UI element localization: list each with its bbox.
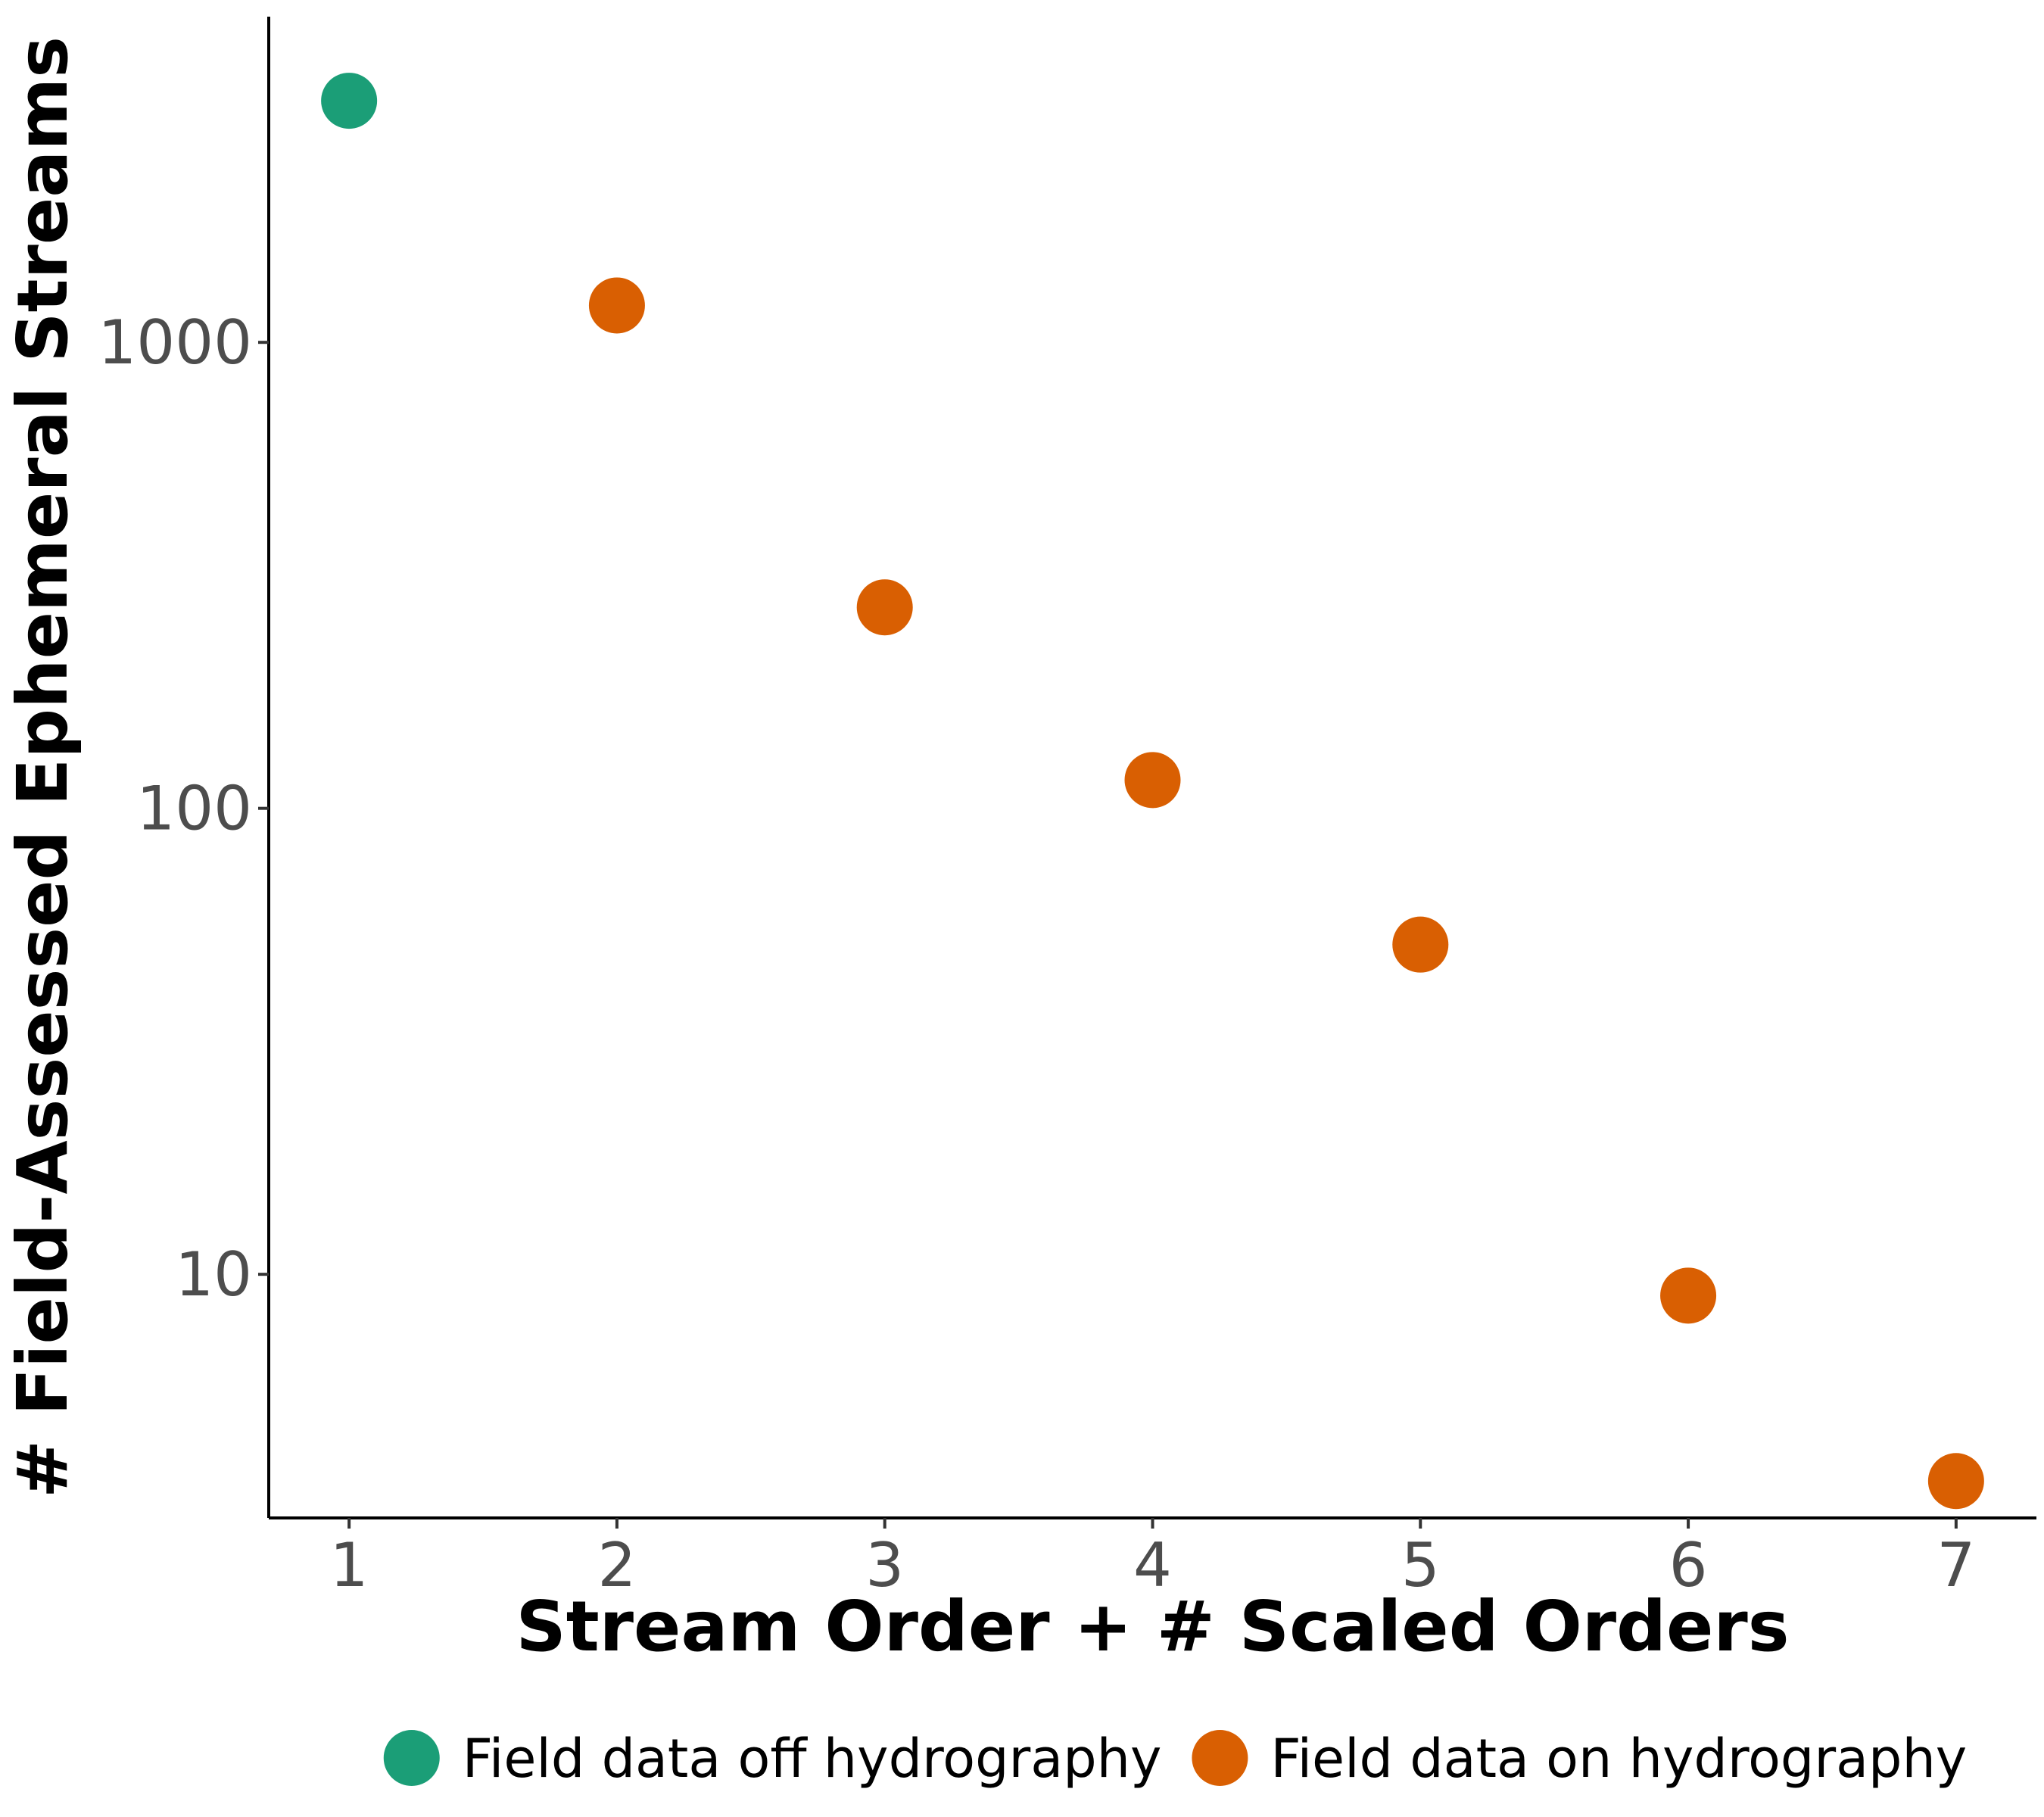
y-axis-title: # Field-Assessed Ephemeral Streams bbox=[2, 36, 83, 1498]
x-tick-label: 7 bbox=[1937, 1530, 1975, 1600]
legend: Field data off hydrography Field data on … bbox=[383, 1728, 1967, 1790]
data-point bbox=[321, 73, 378, 129]
x-tick-label: 6 bbox=[1669, 1530, 1708, 1600]
legend-item: Field data on hydrography bbox=[1192, 1728, 1967, 1790]
data-point bbox=[1392, 916, 1449, 973]
x-tick-label: 4 bbox=[1133, 1530, 1172, 1600]
data-point bbox=[1124, 752, 1181, 809]
y-tick-label: 10 bbox=[175, 1239, 252, 1310]
legend-item: Field data off hydrography bbox=[383, 1728, 1162, 1790]
x-tick-label: 3 bbox=[865, 1530, 904, 1600]
data-point bbox=[1927, 1453, 1984, 1510]
x-tick-label: 5 bbox=[1401, 1530, 1440, 1600]
data-point bbox=[588, 277, 645, 334]
x-axis-title: Stream Order + # Scaled Orders bbox=[516, 1586, 1789, 1667]
x-tick-label: 1 bbox=[330, 1530, 369, 1600]
legend-label: Field data on hydrography bbox=[1270, 1728, 1967, 1790]
data-points bbox=[321, 73, 1984, 1510]
legend-key bbox=[1192, 1730, 1248, 1786]
data-point bbox=[1660, 1267, 1717, 1324]
legend-label: Field data off hydrography bbox=[463, 1728, 1162, 1790]
x-tick-label: 2 bbox=[597, 1530, 636, 1600]
y-tick-label: 100 bbox=[136, 774, 252, 844]
axes: 1 2 3 4 5 6 7 10 100 1000 bbox=[98, 17, 2036, 1600]
legend-key bbox=[383, 1730, 440, 1786]
data-point bbox=[856, 579, 913, 636]
y-tick-label: 1000 bbox=[98, 307, 252, 378]
